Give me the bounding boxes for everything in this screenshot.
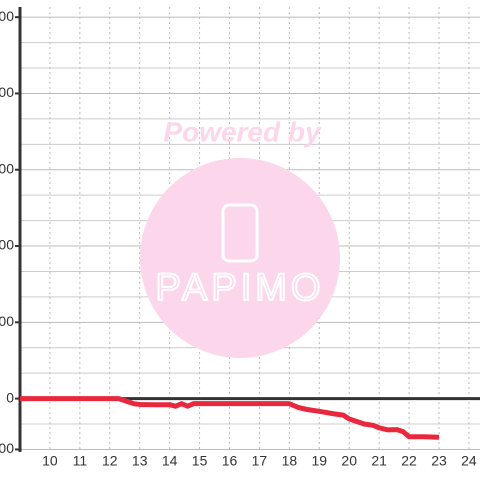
x-tick-label: 17: [252, 453, 268, 469]
line-series: [20, 396, 440, 440]
x-tick-label: 13: [132, 453, 148, 469]
watermark: Powered by PAPIMO: [140, 116, 340, 358]
x-tick-label: 11: [73, 453, 88, 469]
y-tick-label: 150,000: [0, 8, 14, 24]
x-tick-label: 20: [341, 453, 357, 469]
x-tick-label: 18: [282, 453, 298, 469]
y-tick-label: 90,000: [0, 160, 14, 176]
y-tick-label: 0: [6, 389, 14, 405]
y-tick-label: -20,000: [0, 440, 14, 456]
grid: [20, 7, 480, 452]
x-tick-label: 22: [401, 453, 417, 469]
x-tick-label: 10: [42, 453, 58, 469]
watermark-circle: [140, 158, 340, 358]
x-tick-label: 15: [192, 453, 208, 469]
x-tick-label: 24: [461, 453, 477, 469]
watermark-phone: [221, 203, 259, 263]
x-tick-label: 19: [311, 453, 327, 469]
y-tick-label: 60,000: [0, 237, 14, 253]
y-tick-label: 120,000: [0, 84, 14, 100]
x-tick-label: 23: [431, 453, 447, 469]
y-tick-label: 30,000: [0, 313, 14, 329]
watermark-logo: PAPIMO: [156, 267, 325, 309]
x-tick-label: 16: [222, 453, 238, 469]
watermark-text: Powered by: [163, 116, 322, 147]
x-tick-label: 12: [102, 453, 118, 469]
x-tick-label: 14: [162, 453, 178, 469]
x-tick-label: 21: [371, 453, 387, 469]
